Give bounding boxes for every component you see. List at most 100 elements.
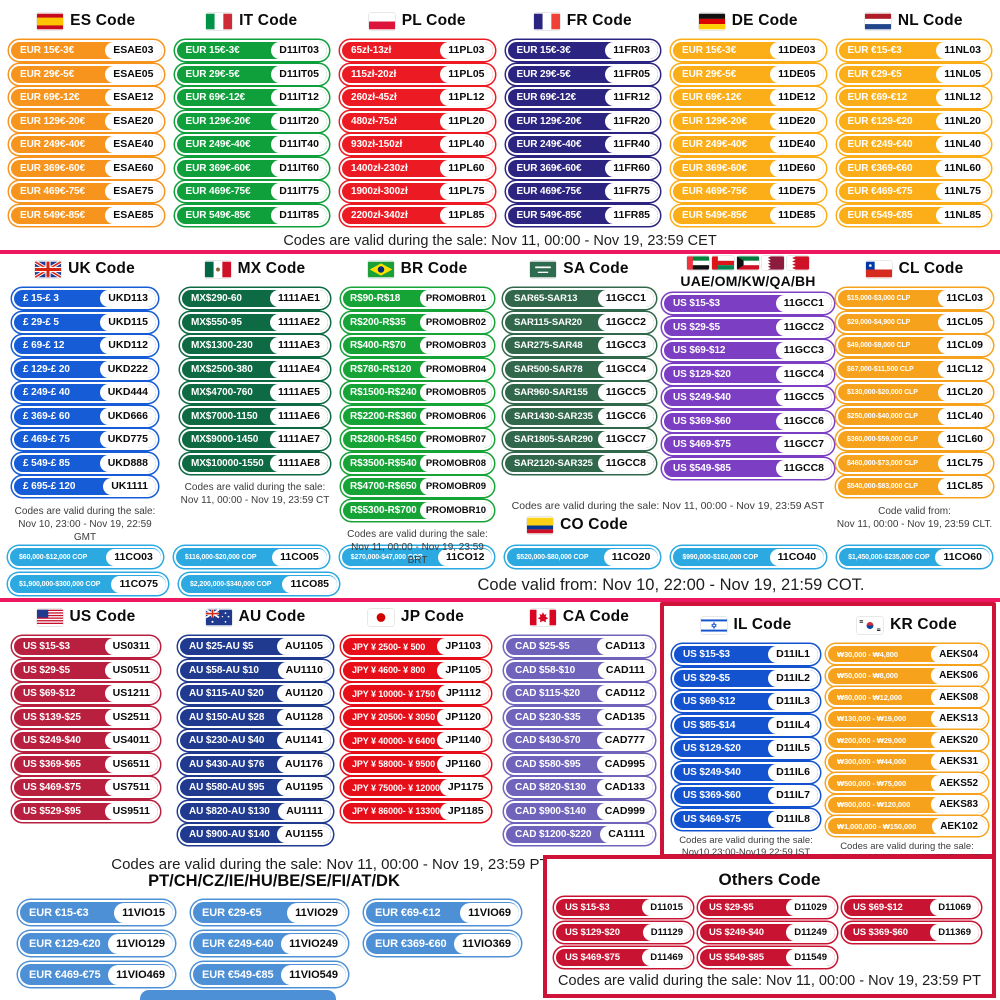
promo-pill-D11IT85[interactable]: EUR 549€-85€ D11IT85 — [174, 204, 329, 226]
promo-pill-D11129[interactable]: US $129-$20 D11129 — [554, 922, 693, 943]
promo-pill-11PL05[interactable]: 115zł-20zł 11PL05 — [340, 63, 495, 85]
promo-pill-UKD888[interactable]: £ 549-£ 85 UKD888 — [12, 452, 158, 474]
promo-pill-PROMOBR04[interactable]: R$780-R$120 PROMOBR04 — [341, 358, 494, 380]
promo-pill-ESAE20[interactable]: EUR 129€-20€ ESAE20 — [9, 110, 164, 132]
promo-pill-US1211[interactable]: US $69-$12 US1211 — [12, 683, 160, 704]
promo-pill-11VIO469[interactable]: EUR €469-€75 11VIO469 — [18, 962, 175, 987]
promo-pill-11FR85[interactable]: EUR 549€-85€ 11FR85 — [505, 204, 660, 226]
promo-pill-PROMOBR06[interactable]: R$2200-R$360 PROMOBR06 — [341, 405, 494, 427]
promo-pill-AEKS13[interactable]: ₩130,000 - ₩19,000 AEKS13 — [826, 708, 988, 729]
promo-pill-AEKS52[interactable]: ₩500,000 - ₩75,000 AEKS52 — [826, 773, 988, 793]
promo-pill-1111AE7[interactable]: MX$9000-1450 1111AE7 — [180, 429, 330, 450]
promo-pill-PROMOBR01[interactable]: R$90-R$18 PROMOBR01 — [341, 288, 494, 309]
promo-pill-D11IT05[interactable]: EUR 29€-5€ D11IT05 — [174, 63, 329, 85]
promo-pill-US6511[interactable]: US $369-$65 US6511 — [12, 753, 160, 775]
promo-pill-11NL12[interactable]: EUR €69-€12 11NL12 — [836, 87, 991, 108]
promo-pill-UKD666[interactable]: £ 369-£ 60 UKD666 — [12, 405, 158, 427]
promo-pill-11PL60[interactable]: 1400zł-230zł 11PL60 — [340, 157, 495, 179]
promo-pill-11DE20[interactable]: EUR 129€-20€ 11DE20 — [671, 110, 826, 132]
promo-pill-AU1111[interactable]: AU $820-AU $130 AU1111 — [178, 800, 333, 822]
promo-pill-11GCC8[interactable]: US $549-$85 11GCC8 — [662, 457, 834, 479]
promo-pill-CA1111[interactable]: CAD $1200-$220 CA1111 — [504, 824, 655, 845]
promo-pill-11DE03[interactable]: EUR 15€-3€ 11DE03 — [671, 40, 826, 61]
promo-pill-D11029[interactable]: US $29-$5 D11029 — [698, 897, 837, 918]
promo-pill-AEKS20[interactable]: ₩200,000 - ₩29,000 AEKS20 — [826, 730, 988, 750]
promo-pill-UKD222[interactable]: £ 129-£ 20 UKD222 — [12, 358, 158, 380]
promo-pill-11CO05[interactable]: $116,000-$20,000 COP 11CO05 — [173, 546, 329, 568]
promo-pill-D11IT12[interactable]: EUR 69€-12€ D11IT12 — [174, 87, 329, 108]
promo-pill-11PL12[interactable]: 260zł-45zł 11PL12 — [340, 87, 495, 108]
promo-pill-11DE85[interactable]: EUR 549€-85€ 11DE85 — [671, 204, 826, 226]
promo-pill-11PL85[interactable]: 2200zł-340zł 11PL85 — [340, 204, 495, 226]
promo-pill-11GCC1[interactable]: SAR65-SAR13 11GCC1 — [503, 288, 656, 309]
promo-pill-CAD133[interactable]: CAD $820-$130 CAD133 — [504, 777, 655, 798]
promo-pill-JP1103[interactable]: JPY ¥ 2500- ¥ 500 JP1103 — [341, 636, 491, 657]
promo-pill-US9511[interactable]: US $529-$95 US9511 — [12, 800, 160, 822]
promo-pill-11CL05[interactable]: $29,000-$4,900 CLP 11CL05 — [836, 311, 993, 333]
promo-pill-US0511[interactable]: US $29-$5 US0511 — [12, 659, 160, 681]
promo-pill-11DE05[interactable]: EUR 29€-5€ 11DE05 — [671, 63, 826, 85]
promo-pill-11FR12[interactable]: EUR 69€-12€ 11FR12 — [505, 87, 660, 108]
promo-pill-11VIO129[interactable]: EUR €129-€20 11VIO129 — [18, 931, 175, 956]
promo-pill-PROMOBR09[interactable]: R$4700-R$650 PROMOBR09 — [341, 476, 494, 497]
promo-pill-ESAE12[interactable]: EUR 69€-12€ ESAE12 — [9, 87, 164, 108]
promo-pill-US7511[interactable]: US $469-$75 US7511 — [12, 777, 160, 798]
promo-pill-UKD775[interactable]: £ 469-£ 75 UKD775 — [12, 429, 158, 450]
promo-pill-11DE60[interactable]: EUR 369€-60€ 11DE60 — [671, 157, 826, 179]
promo-pill-11DE12[interactable]: EUR 69€-12€ 11DE12 — [671, 87, 826, 108]
promo-pill-ESAE40[interactable]: EUR 249€-40€ ESAE40 — [9, 134, 164, 155]
promo-pill-AEKS08[interactable]: ₩80,000 - ₩12,000 AEKS08 — [826, 687, 988, 707]
promo-pill-CAD135[interactable]: CAD $230-$35 CAD135 — [504, 706, 655, 728]
promo-pill-11FR03[interactable]: EUR 15€-3€ 11FR03 — [505, 40, 660, 61]
promo-pill-CAD995[interactable]: CAD $580-$95 CAD995 — [504, 753, 655, 775]
promo-pill-JP1175[interactable]: JPY ¥ 75000- ¥ 12000 JP1175 — [341, 777, 491, 798]
promo-pill-ESAE85[interactable]: EUR 549€-85€ ESAE85 — [9, 204, 164, 226]
promo-pill-11CL85[interactable]: $540,000-$83,000 CLP 11CL85 — [836, 476, 993, 497]
promo-pill-D11IL3[interactable]: US $69-$12 D11IL3 — [672, 691, 820, 712]
promo-pill-JP1120[interactable]: JPY ¥ 20500- ¥ 3050 JP1120 — [341, 706, 491, 728]
promo-pill-11GCC3[interactable]: SAR275-SAR48 11GCC3 — [503, 335, 656, 356]
promo-pill-D11IT75[interactable]: EUR 469€-75€ D11IT75 — [174, 181, 329, 202]
promo-pill-PROMOBR10[interactable]: R$5300-R$700 PROMOBR10 — [341, 499, 494, 521]
promo-pill-11GCC2[interactable]: SAR115-SAR20 11GCC2 — [503, 311, 656, 333]
promo-pill-D11IL5[interactable]: US $129-$20 D11IL5 — [672, 738, 820, 759]
promo-pill-11NL03[interactable]: EUR €15-€3 11NL03 — [836, 40, 991, 61]
promo-pill-AEKS04[interactable]: ₩30,000 - ₩4,800 AEKS04 — [826, 644, 988, 664]
promo-pill-1111AE2[interactable]: MX$550-95 1111AE2 — [180, 311, 330, 333]
promo-pill-11GCC7[interactable]: US $469-$75 11GCC7 — [662, 434, 834, 455]
promo-pill-D11IL6[interactable]: US $249-$40 D11IL6 — [672, 761, 820, 783]
promo-pill-1111AE5[interactable]: MX$4700-760 1111AE5 — [180, 382, 330, 403]
promo-pill-11CL03[interactable]: $15,000-$3,000 CLP 11CL03 — [836, 288, 993, 309]
promo-pill-11GCC6[interactable]: US $369-$60 11GCC6 — [662, 410, 834, 432]
promo-pill-ESAE03[interactable]: EUR 15€-3€ ESAE03 — [9, 40, 164, 61]
promo-pill-1111AE6[interactable]: MX$7000-1150 1111AE6 — [180, 405, 330, 427]
promo-pill-11FR75[interactable]: EUR 469€-75€ 11FR75 — [505, 181, 660, 202]
promo-pill-11CO60[interactable]: $1,450,000-$235,000 COP 11CO60 — [837, 546, 992, 568]
promo-pill-PROMOBR08[interactable]: R$3500-R$540 PROMOBR08 — [341, 452, 494, 474]
promo-pill-D11549[interactable]: US $549-$85 D11549 — [698, 947, 837, 968]
promo-pill-11GCC1[interactable]: US $15-$3 11GCC1 — [662, 293, 834, 314]
promo-pill-11VIO249[interactable]: EUR €249-€40 11VIO249 — [191, 931, 348, 956]
promo-pill-AU1155[interactable]: AU $900-AU $140 AU1155 — [178, 824, 333, 845]
promo-pill-PROMOBR05[interactable]: R$1500-R$240 PROMOBR05 — [341, 382, 494, 403]
promo-pill-AU1128[interactable]: AU $150-AU $28 AU1128 — [178, 706, 333, 728]
promo-pill-11CO40[interactable]: $990,000-$160,000 COP 11CO40 — [671, 546, 827, 568]
promo-pill-CAD777[interactable]: CAD $430-$70 CAD777 — [504, 730, 655, 751]
promo-pill-11GCC4[interactable]: US $129-$20 11GCC4 — [662, 363, 834, 385]
promo-pill-1111AE4[interactable]: MX$2500-380 1111AE4 — [180, 358, 330, 380]
promo-pill-11GCC7[interactable]: SAR1805-SAR290 11GCC7 — [503, 429, 656, 450]
promo-pill-11CL09[interactable]: $49,000-$9,000 CLP 11CL09 — [836, 335, 993, 356]
promo-pill-D11IL8[interactable]: US $469-$75 D11IL8 — [672, 808, 820, 830]
promo-pill-AEKS06[interactable]: ₩50,000 - ₩8,000 AEKS06 — [826, 665, 988, 686]
promo-pill-1111AE3[interactable]: MX$1300-230 1111AE3 — [180, 335, 330, 356]
promo-pill-11NL60[interactable]: EUR €369-€60 11NL60 — [836, 157, 991, 179]
promo-pill-AU1141[interactable]: AU $230-AU $40 AU1141 — [178, 730, 333, 751]
promo-pill-JP1105[interactable]: JPY ¥ 4600- ¥ 800 JP1105 — [341, 659, 491, 681]
promo-pill-UKD113[interactable]: £ 15-£ 3 UKD113 — [12, 288, 158, 309]
promo-pill-JP1185[interactable]: JPY ¥ 86000- ¥ 13300 JP1185 — [341, 800, 491, 822]
promo-pill-UKD115[interactable]: £ 29-£ 5 UKD115 — [12, 311, 158, 333]
promo-pill-JP1160[interactable]: JPY ¥ 58000- ¥ 9500 JP1160 — [341, 753, 491, 775]
promo-pill-11VIO549[interactable]: EUR €549-€85 11VIO549 — [191, 962, 348, 987]
promo-pill-US4011[interactable]: US $249-$40 US4011 — [12, 730, 160, 751]
promo-pill-AU1105[interactable]: AU $25-AU $5 AU1105 — [178, 636, 333, 657]
